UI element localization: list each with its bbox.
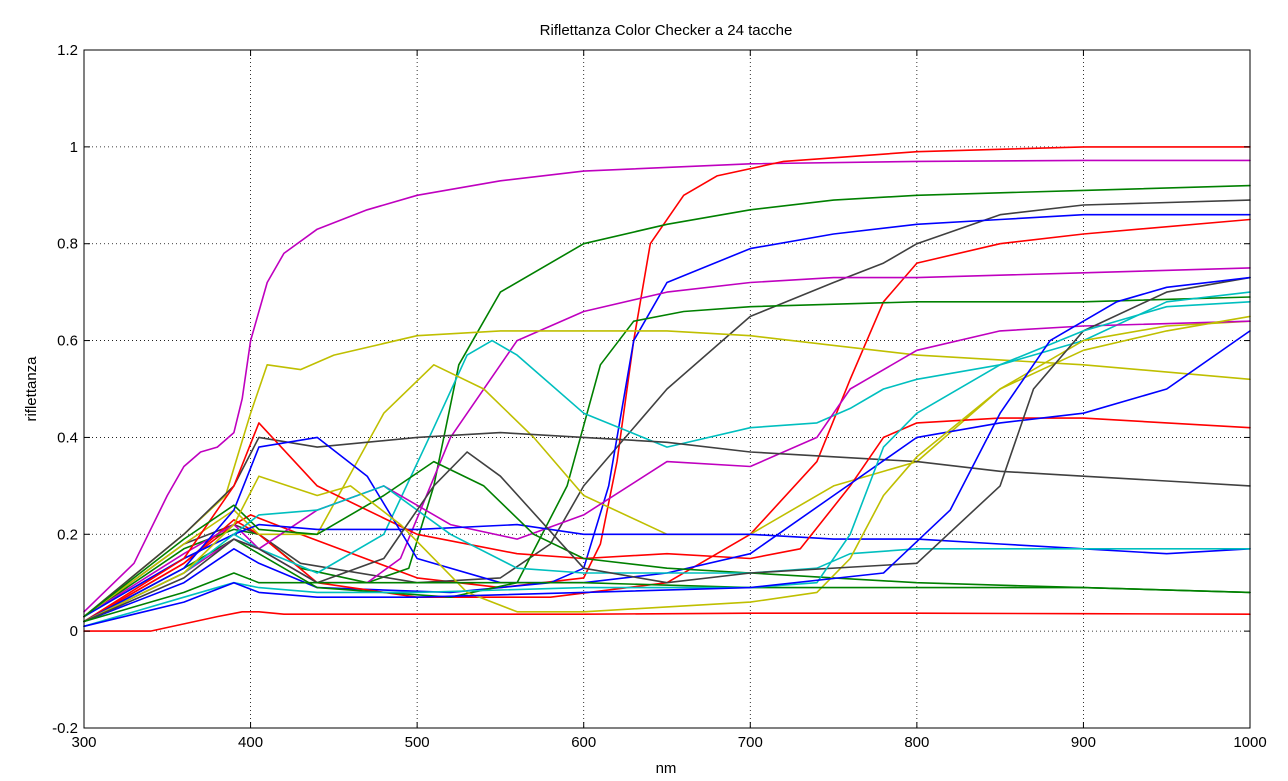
y-tick-label-1: 1 <box>70 139 78 156</box>
x-axis-label: nm <box>656 760 677 777</box>
series-line-21 <box>83 572 1251 623</box>
series-line-22 <box>83 300 1251 628</box>
x-tick-label-900: 900 <box>1071 734 1096 751</box>
y-tick-label--0.2: -0.2 <box>52 720 78 737</box>
series-line-10 <box>83 291 1251 618</box>
series-line-15 <box>83 417 1251 623</box>
y-tick-label-0.2: 0.2 <box>57 526 78 543</box>
x-tick-label-500: 500 <box>405 734 430 751</box>
x-tick-label-700: 700 <box>738 734 763 751</box>
series-line-13 <box>83 523 1251 618</box>
x-tick-label-600: 600 <box>571 734 596 751</box>
series-line-4 <box>83 199 1251 618</box>
x-axis-ticks: 300 400 500 600 700 800 900 1000 <box>71 50 1267 751</box>
series-line-3 <box>83 184 1251 618</box>
plot-frame <box>83 49 1251 729</box>
series-line-14 <box>83 431 1251 618</box>
series-line-23 <box>83 276 1251 628</box>
series-line-9 <box>83 330 1251 618</box>
series-group <box>83 146 1251 632</box>
series-line-11 <box>83 320 1251 618</box>
y-tick-label-0.8: 0.8 <box>57 236 78 253</box>
series-line-17 <box>83 460 1251 618</box>
series-line-8 <box>83 296 1251 623</box>
y-tick-label-0: 0 <box>70 623 78 640</box>
chart-title: Riflettanza Color Checker a 24 tacche <box>540 22 793 39</box>
y-axis-ticks: -0.2 0 0.2 0.4 0.6 0.8 1 1.2 <box>52 42 1250 737</box>
x-tick-label-400: 400 <box>238 734 263 751</box>
y-tick-label-0.4: 0.4 <box>57 429 78 446</box>
series-line-20 <box>83 276 1251 623</box>
series-line-5 <box>83 213 1251 623</box>
series-line-6 <box>83 218 1251 623</box>
series-line-18 <box>83 485 1251 623</box>
series-line-2 <box>83 146 1251 623</box>
x-tick-label-1000: 1000 <box>1233 734 1266 751</box>
x-tick-label-300: 300 <box>71 734 96 751</box>
y-axis-label: riflettanza <box>23 356 40 422</box>
series-line-19 <box>83 315 1251 623</box>
y-tick-label-0.6: 0.6 <box>57 333 78 350</box>
series-line-24 <box>83 610 1251 632</box>
y-tick-label-1.2: 1.2 <box>57 42 78 59</box>
x-tick-label-800: 800 <box>904 734 929 751</box>
series-line-1 <box>83 159 1251 613</box>
